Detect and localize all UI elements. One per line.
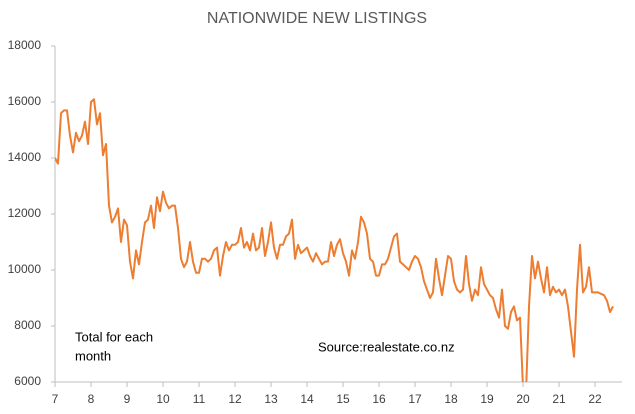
x-tick-label: 9 (124, 392, 131, 406)
x-tick-label: 15 (336, 392, 350, 406)
data-line (55, 98, 614, 382)
y-tick-label: 14000 (8, 150, 42, 164)
x-tick-label: 14 (300, 392, 314, 406)
x-tick-label: 10 (156, 392, 170, 406)
y-tick-label: 10000 (8, 262, 42, 276)
chart-title: NATIONWIDE NEW LISTINGS (207, 10, 427, 27)
x-tick-label: 11 (193, 392, 206, 406)
x-tick-label: 18 (444, 392, 458, 406)
y-tick-label: 8000 (14, 318, 41, 332)
x-tick-label: 7 (52, 392, 59, 406)
y-tick-label: 16000 (8, 94, 42, 108)
y-tick-label: 6000 (14, 374, 41, 388)
y-tick-label: 18000 (8, 38, 42, 52)
x-tick-label: 13 (264, 392, 278, 406)
x-tick-label: 22 (588, 392, 602, 406)
x-tick-label: 12 (228, 392, 242, 406)
x-tick-label: 21 (552, 392, 566, 406)
x-tick-label: 19 (480, 392, 494, 406)
y-tick-label: 12000 (8, 206, 42, 220)
annotation: month (75, 348, 111, 363)
annotation: Total for each (75, 329, 153, 344)
x-tick-label: 20 (516, 392, 530, 406)
source: Source:realestate.co.nz (318, 339, 455, 354)
x-tick-label: 17 (408, 392, 422, 406)
x-tick-label: 8 (88, 392, 95, 406)
x-tick-label: 16 (372, 392, 386, 406)
